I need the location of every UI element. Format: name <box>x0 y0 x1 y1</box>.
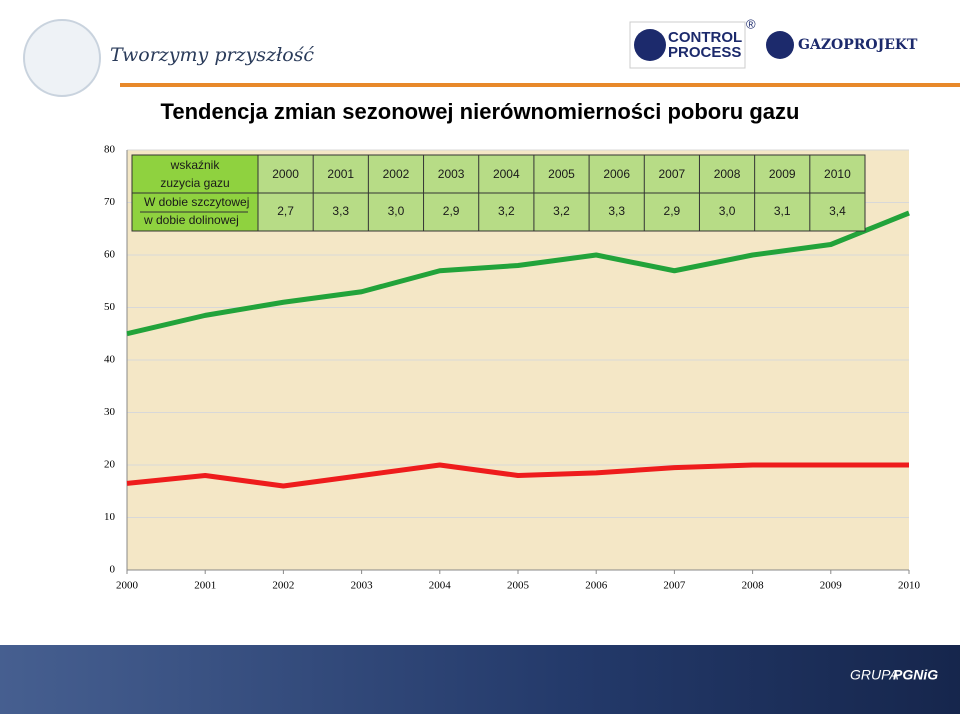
table-value: 2,9 <box>443 204 460 218</box>
y-tick-label: 80 <box>104 144 116 156</box>
y-tick-label: 10 <box>104 511 116 523</box>
table-value: 3,3 <box>608 204 625 218</box>
table-column-header: 2000 <box>272 167 299 181</box>
registered: ® <box>746 16 756 31</box>
table-column-header: 2007 <box>659 167 686 181</box>
globe-logo <box>23 19 101 97</box>
y-tick-label: 20 <box>104 459 116 471</box>
y-tick-label: 0 <box>110 564 116 576</box>
header-logos: Tworzymy przyszłość CONTROL PROCESS ® GA… <box>23 16 960 97</box>
table-value: 3,3 <box>332 204 349 218</box>
x-tick-label: 2004 <box>429 580 452 592</box>
table-header-label: zuzycia gazu <box>160 176 229 190</box>
header-rule <box>120 83 960 87</box>
table-column-header: 2003 <box>438 167 465 181</box>
series-line <box>126 462 909 489</box>
slide-title: Tendencja zmian sezonowej nierównomierno… <box>160 99 800 124</box>
slogan: Tworzymy przyszłość <box>110 44 314 66</box>
table-column-header: 2009 <box>769 167 796 181</box>
table-column-header: 2004 <box>493 167 520 181</box>
x-tick-label: 2001 <box>194 580 216 592</box>
x-tick-label: 2005 <box>507 580 530 592</box>
x-tick-label: 2002 <box>272 580 294 592</box>
table-row-label: W dobie szczytowej <box>144 195 249 209</box>
series-line <box>126 210 910 337</box>
y-tick-label: 30 <box>104 406 116 418</box>
table-value: 3,2 <box>498 204 515 218</box>
x-tick-label: 2009 <box>820 580 843 592</box>
table-value: 3,4 <box>829 204 846 218</box>
table-value: 2,9 <box>664 204 681 218</box>
table-value: 3,1 <box>774 204 791 218</box>
y-tick-label: 70 <box>104 196 116 208</box>
table-column-header: 2001 <box>327 167 354 181</box>
table-column-header: 2006 <box>603 167 630 181</box>
x-tick-label: 2000 <box>116 580 139 592</box>
table-column-header: 2010 <box>824 167 851 181</box>
table-column-header: 2008 <box>714 167 741 181</box>
x-tick-label: 2007 <box>663 580 686 592</box>
y-tick-label: 50 <box>104 301 116 313</box>
footer-brand: GRUPA <box>850 667 899 683</box>
logo-text: PROCESS <box>668 44 741 61</box>
y-tick-label: 60 <box>104 249 116 261</box>
table-value: 3,2 <box>553 204 570 218</box>
x-tick-label: 2006 <box>585 580 608 592</box>
x-tick-label: 2010 <box>898 580 921 592</box>
cp-icon <box>634 29 666 61</box>
footer-brand: PGNiG <box>893 667 938 683</box>
table-value: 3,0 <box>719 204 736 218</box>
y-tick-label: 40 <box>104 354 116 366</box>
logo-text: GAZOPROJEKT <box>798 37 918 53</box>
table-value: 2,7 <box>277 204 294 218</box>
table-row-label: w dobie dolinowej <box>143 213 239 227</box>
gp-icon <box>766 31 794 59</box>
logo-text: CONTROL <box>668 29 742 46</box>
x-tick-label: 2008 <box>742 580 765 592</box>
table-header-label: wskaźnik <box>170 158 221 172</box>
table-column-header: 2005 <box>548 167 575 181</box>
x-tick-label: 2003 <box>351 580 374 592</box>
table-value: 3,0 <box>388 204 405 218</box>
footer-texture <box>0 645 960 714</box>
table-column-header: 2002 <box>383 167 410 181</box>
